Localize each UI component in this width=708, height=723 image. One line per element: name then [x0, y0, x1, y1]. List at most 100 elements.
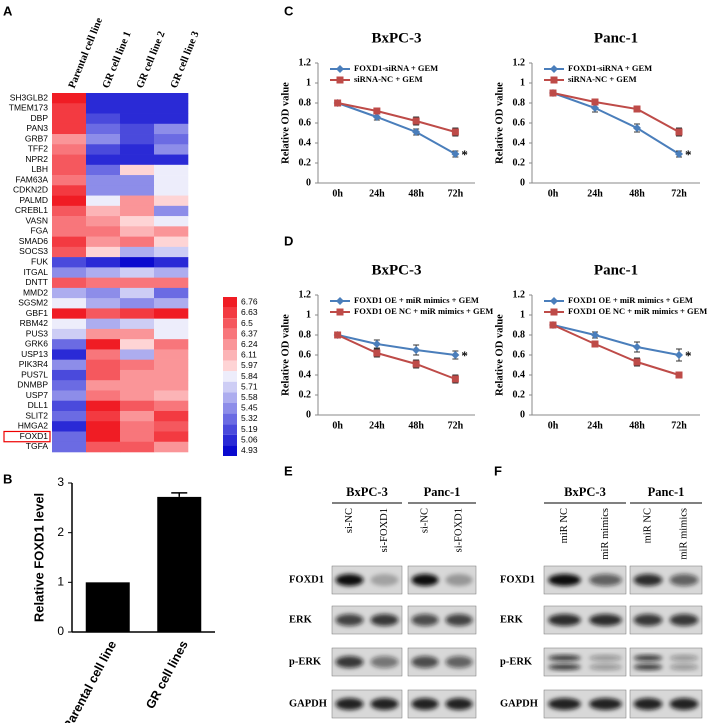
heatmap-cell [86, 287, 121, 299]
heatmap-cell [120, 226, 155, 237]
heatmap-cell [52, 123, 87, 135]
marker [675, 128, 683, 136]
y-tick-label: 0.8 [513, 97, 526, 108]
heatmap-cell [86, 175, 121, 186]
row-label: FGA [31, 226, 49, 236]
heatmap-cell [120, 328, 155, 340]
heatmap-cell [86, 339, 121, 350]
heatmap-cell [154, 308, 189, 319]
band [548, 574, 581, 586]
scale-label: 5.97 [241, 360, 258, 370]
band [335, 698, 364, 710]
band [411, 656, 439, 668]
y-tick-label: 0.6 [513, 349, 526, 360]
heatmap-cell [154, 369, 189, 381]
heatmap-cell [52, 164, 87, 176]
heatmap-cell [120, 246, 155, 258]
band [669, 655, 699, 661]
highlight-box [3, 430, 51, 443]
marker [451, 128, 459, 136]
heatmap-cell [52, 185, 87, 196]
heatmap-cell [86, 400, 121, 412]
y-tick-label: 0 [306, 409, 311, 420]
marker [633, 124, 641, 132]
heatmap-cell [154, 410, 189, 422]
lane-label: si-FOXD1 [453, 508, 464, 552]
chart-title: BxPC-3 [372, 262, 422, 278]
scale-swatch [223, 413, 237, 425]
panel-label: E [284, 463, 293, 478]
heatmap-cell [86, 134, 121, 145]
series-line [337, 334, 456, 380]
row-label: SMAD6 [19, 236, 49, 246]
x-tick-label: 48h [629, 188, 645, 199]
marker [591, 331, 599, 339]
y-tick-label: 0.8 [299, 329, 312, 340]
heatmap-cell [52, 93, 87, 104]
band [633, 614, 663, 626]
x-tick-label: 24h [369, 420, 385, 431]
heatmap-cell [86, 308, 121, 319]
panel-label: F [494, 463, 502, 478]
heatmap-cell [120, 144, 155, 155]
heatmap-cell [154, 216, 189, 227]
marker [412, 346, 421, 354]
band [445, 698, 473, 710]
series-line [552, 92, 680, 155]
band [669, 698, 699, 710]
heatmap-cell [52, 349, 87, 360]
marker [675, 371, 683, 379]
y-tick-label: 0.2 [299, 389, 312, 400]
x-tick-label: Parental cell line [61, 638, 120, 723]
y-tick-label: 0.6 [513, 117, 526, 128]
column-label: Parental cell line [67, 16, 105, 90]
heatmap-cell [86, 390, 121, 402]
chart-title: Panc-1 [594, 30, 638, 46]
protein-label: GAPDH [289, 698, 327, 709]
marker [412, 360, 420, 368]
series-line [337, 102, 456, 155]
scale-label: 5.32 [241, 413, 258, 423]
heatmap-cell [154, 226, 189, 237]
heatmap-cell [154, 431, 189, 443]
marker [675, 351, 683, 359]
marker [675, 150, 683, 158]
heatmap-cell [154, 349, 189, 360]
band [633, 574, 663, 586]
row-label: NPR2 [25, 154, 48, 164]
series-line [552, 92, 680, 133]
series-line [337, 102, 456, 133]
heatmap-cell [120, 113, 155, 125]
heatmap-cell [86, 185, 121, 196]
row-label: TMEM173 [9, 103, 48, 113]
heatmap-cell [120, 216, 155, 227]
y-tick-label: 0.4 [513, 137, 526, 148]
x-tick-label: 72h [671, 420, 687, 431]
x-tick-label: GR cell lines [143, 638, 191, 711]
heatmap-cell [86, 318, 121, 330]
scale-label: 5.71 [241, 381, 258, 391]
band [589, 655, 622, 661]
x-tick-label: 72h [448, 420, 464, 431]
heatmap-cell [52, 103, 87, 114]
band [669, 614, 699, 626]
row-label: PAN3 [26, 123, 48, 133]
heatmap-cell [86, 267, 121, 278]
marker [633, 358, 641, 366]
legend-label: FOXD1-siRNA + GEM [354, 63, 438, 73]
row-label: TFF2 [28, 144, 49, 154]
error-bar [171, 492, 188, 497]
heatmap-cell [52, 236, 87, 248]
legend-label: FOXD1 OE NC + miR mimics + GEM [354, 306, 493, 316]
row-label: SH3GLB2 [10, 92, 49, 102]
heatmap-cell [86, 349, 121, 360]
heatmap-cell [154, 103, 189, 114]
band [445, 574, 473, 586]
column-label: GR cell line 2 [135, 30, 168, 90]
heatmap-cell [86, 93, 121, 104]
heatmap-cell [120, 205, 155, 217]
scale-swatch [223, 371, 237, 382]
y-tick-label: 0.6 [299, 349, 312, 360]
heatmap-cell [120, 400, 155, 412]
